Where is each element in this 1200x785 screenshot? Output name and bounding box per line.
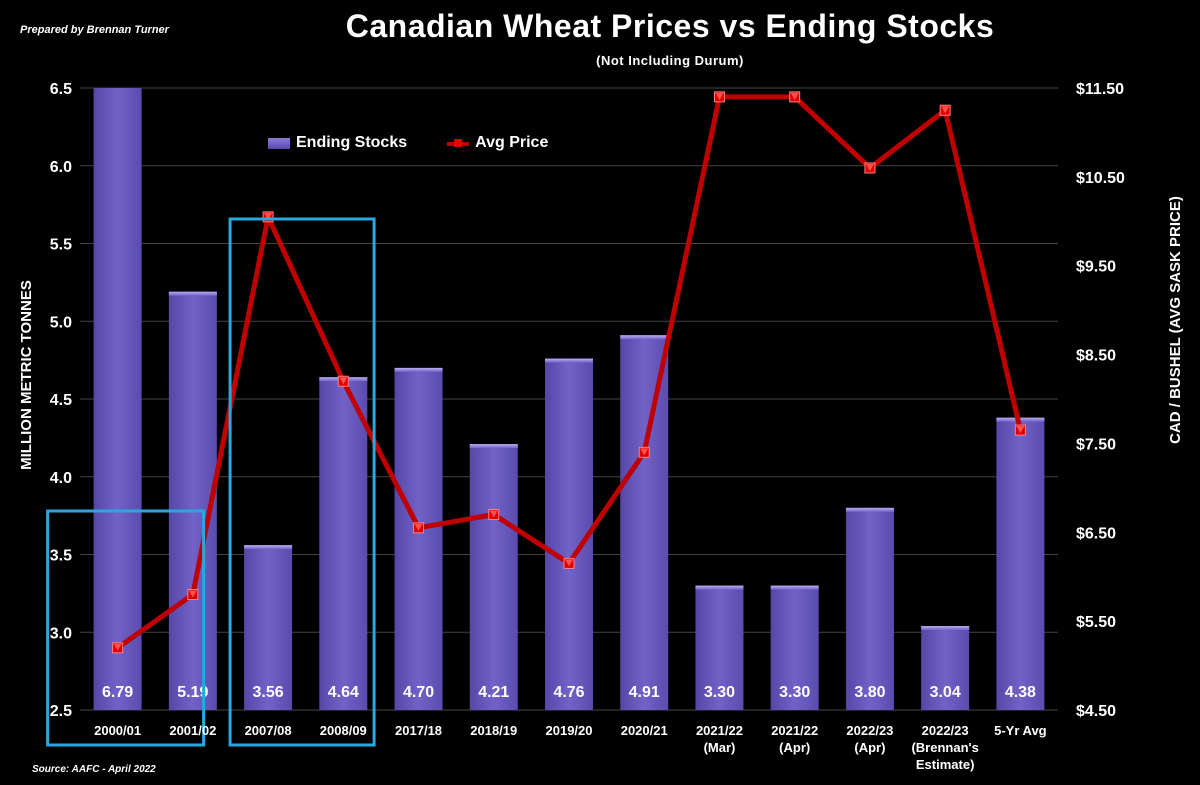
bar bbox=[545, 358, 593, 710]
x-tick-label: 2017/18 bbox=[395, 723, 442, 738]
legend-swatch-bar bbox=[268, 137, 290, 149]
x-tick-label: 2019/20 bbox=[546, 723, 593, 738]
x-tick-label: 2008/09 bbox=[320, 723, 367, 738]
y2-tick-label: $4.50 bbox=[1076, 703, 1116, 720]
bar bbox=[319, 377, 368, 710]
price-point bbox=[112, 642, 124, 654]
x-tick-label: 2020/21 bbox=[621, 723, 668, 738]
bar bbox=[620, 335, 669, 710]
prepared-by: Prepared by Brennan Turner bbox=[20, 24, 169, 36]
y2-tick-label: $7.50 bbox=[1076, 436, 1116, 453]
price-point bbox=[563, 557, 575, 569]
price-point bbox=[413, 522, 425, 534]
bar bbox=[695, 585, 744, 710]
bar-data-labels: 6.79 5.19 3.56 4.64 4.70 4.21 4.76 4.91 3.30 3.30… bbox=[102, 684, 1036, 701]
bar-data-label: 3.56 bbox=[253, 684, 284, 701]
axes: 2.5 3.0 3.5 4.0 4.5 5.0 5.5 6.0 6.5 $4.50 $5.50 $6.… bbox=[18, 81, 1184, 772]
bar-data-label: 4.64 bbox=[328, 684, 359, 701]
y-tick-label: 4.0 bbox=[50, 470, 72, 487]
y-tick-label: 6.0 bbox=[50, 159, 72, 176]
y2-tick-label: $5.50 bbox=[1076, 614, 1116, 631]
bar-data-label: 4.21 bbox=[478, 684, 509, 701]
bar bbox=[770, 585, 819, 710]
y2-tick-label: $10.50 bbox=[1076, 170, 1125, 187]
legend-item-avg-price: Avg Price bbox=[447, 134, 548, 152]
bar-data-label: 4.91 bbox=[629, 684, 660, 701]
x-tick-label: 2007/08 bbox=[245, 723, 292, 738]
bar-data-label: 3.30 bbox=[779, 684, 810, 701]
bar-data-label: 3.30 bbox=[704, 684, 735, 701]
x-tick-label: 2018/19 bbox=[470, 723, 517, 738]
bar-data-label: 4.38 bbox=[1005, 684, 1036, 701]
price-point bbox=[488, 509, 500, 521]
bar bbox=[469, 444, 518, 710]
y-tick-label: 5.0 bbox=[50, 314, 72, 331]
x-tick-label: 2001/02 bbox=[169, 723, 216, 738]
y2-tick-label: $6.50 bbox=[1076, 525, 1116, 542]
x-tick-label: 2022/23 (Brennan's Estimate) bbox=[911, 723, 978, 772]
bar-data-label: 6.79 bbox=[102, 684, 133, 701]
bar-data-label: 4.70 bbox=[403, 684, 434, 701]
x-tick-label: 2000/01 bbox=[94, 723, 141, 738]
bar-data-label: 5.19 bbox=[177, 684, 208, 701]
y-tick-label: 5.5 bbox=[50, 237, 72, 254]
y-tick-label: 4.5 bbox=[50, 392, 72, 409]
price-point bbox=[789, 91, 801, 103]
x-tick-label: 5-Yr Avg bbox=[994, 723, 1047, 738]
source-label: Source: bbox=[32, 764, 70, 775]
bar bbox=[244, 545, 293, 710]
source-note: Source: AAFC - April 2022 bbox=[32, 764, 156, 775]
highlight-box-2000-2001 bbox=[46, 509, 206, 747]
bar bbox=[921, 626, 970, 710]
x-tick-label: 2021/22 (Apr) bbox=[771, 723, 818, 755]
legend-label-avg-price: Avg Price bbox=[475, 134, 549, 151]
price-point bbox=[337, 375, 349, 387]
highlight-boxes bbox=[46, 217, 376, 747]
legend: Ending Stocks Avg Price bbox=[268, 134, 548, 152]
y-tick-label: 6.5 bbox=[50, 81, 72, 98]
y2-tick-label: $8.50 bbox=[1076, 348, 1116, 365]
chart-title: Canadian Wheat Prices vs Ending Stocks bbox=[345, 8, 995, 44]
bar-data-label: 3.80 bbox=[854, 684, 885, 701]
ending-stocks-bars bbox=[93, 88, 1045, 710]
price-point bbox=[638, 446, 650, 458]
price-point bbox=[187, 588, 199, 600]
y-tick-label: 2.5 bbox=[50, 703, 72, 720]
bar bbox=[93, 88, 142, 710]
x-tick-label: 2022/23 (Apr) bbox=[846, 723, 893, 755]
price-point bbox=[864, 162, 876, 174]
y-axis-title: MILLION METRIC TONNES bbox=[18, 280, 35, 470]
bar-data-label: 4.76 bbox=[553, 684, 584, 701]
source-text: AAFC - April 2022 bbox=[71, 764, 156, 775]
bar bbox=[996, 417, 1045, 710]
bar bbox=[845, 507, 894, 710]
highlight-box-2007-2008 bbox=[228, 217, 376, 747]
y2-tick-label: $11.50 bbox=[1076, 81, 1124, 98]
avg-price-line bbox=[112, 91, 1026, 654]
price-point bbox=[1014, 424, 1026, 436]
y-tick-label: 3.5 bbox=[50, 548, 72, 565]
bar bbox=[168, 291, 217, 710]
y2-axis-title: CAD / BUSHEL (AVG SASK PRICE) bbox=[1167, 196, 1184, 444]
legend-item-ending-stocks: Ending Stocks bbox=[268, 134, 407, 152]
x-tick-label: 2021/22 (Mar) bbox=[696, 723, 743, 755]
price-point bbox=[713, 91, 725, 103]
bar bbox=[394, 367, 443, 710]
bar-data-label: 3.04 bbox=[930, 684, 961, 701]
y2-tick-label: $9.50 bbox=[1076, 259, 1116, 276]
legend-swatch-line bbox=[447, 138, 470, 149]
legend-label-ending-stocks: Ending Stocks bbox=[296, 134, 408, 151]
price-point bbox=[939, 104, 951, 116]
chart-subtitle: (Not Including Durum) bbox=[596, 53, 744, 68]
price-point bbox=[262, 211, 274, 223]
y-tick-label: 3.0 bbox=[50, 625, 72, 642]
